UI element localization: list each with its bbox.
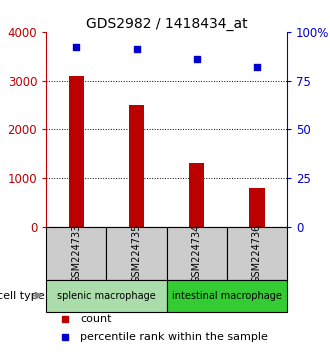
Bar — [227, 227, 287, 280]
Bar — [167, 280, 287, 312]
Text: percentile rank within the sample: percentile rank within the sample — [80, 332, 268, 342]
Bar — [106, 227, 167, 280]
Text: intestinal macrophage: intestinal macrophage — [172, 291, 282, 301]
Point — [74, 45, 79, 50]
Bar — [249, 188, 265, 227]
Point — [134, 47, 139, 52]
Point — [254, 64, 260, 70]
Text: GSM224734: GSM224734 — [192, 223, 202, 283]
Bar — [189, 163, 204, 227]
Bar — [129, 105, 144, 227]
Text: count: count — [80, 314, 112, 324]
Text: GSM224736: GSM224736 — [252, 223, 262, 283]
Text: cell type: cell type — [0, 291, 45, 301]
Text: GSM224735: GSM224735 — [132, 223, 142, 283]
Text: GSM224733: GSM224733 — [71, 223, 81, 283]
Bar — [167, 227, 227, 280]
Point — [194, 56, 199, 62]
Bar — [46, 227, 106, 280]
Bar — [69, 76, 84, 227]
Title: GDS2982 / 1418434_at: GDS2982 / 1418434_at — [86, 17, 248, 31]
Bar — [46, 280, 167, 312]
Text: splenic macrophage: splenic macrophage — [57, 291, 156, 301]
